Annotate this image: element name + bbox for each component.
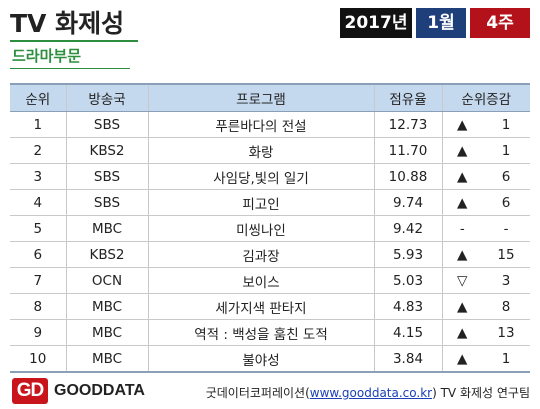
share-cell: 5.03: [373, 267, 442, 294]
channel-cell: MBC: [65, 215, 148, 242]
gooddata-logo-mark: GD: [12, 378, 48, 404]
rank-cell: 8: [10, 293, 66, 320]
month-badge: 1월: [416, 8, 466, 38]
table-row: 6 KBS2 김과장 5.93 ▲ 15: [10, 241, 530, 268]
change-arrow-icon: ▲: [441, 189, 482, 216]
share-cell: 9.42: [373, 215, 442, 242]
rank-cell: 3: [10, 163, 66, 190]
share-cell: 10.88: [373, 163, 442, 190]
change-value-cell: 15: [482, 241, 530, 268]
column-header-share: 점유율: [373, 83, 442, 112]
table-header-row: 순위 방송국 프로그램 점유율 순위증감: [10, 83, 530, 112]
program-cell: 미씽나인: [147, 215, 374, 242]
week-badge: 4주: [470, 8, 530, 38]
gooddata-logo-text: GOODDATA: [54, 382, 145, 399]
change-value-cell: 13: [482, 319, 530, 346]
change-value-cell: 6: [482, 189, 530, 216]
share-cell: 12.73: [373, 111, 442, 138]
share-cell: 9.74: [373, 189, 442, 216]
change-arrow-icon: ▲: [441, 319, 482, 346]
change-arrow-icon: ▽: [441, 267, 482, 294]
credit-suffix: ) TV 화제성 연구팀: [432, 386, 530, 400]
channel-cell: SBS: [65, 189, 148, 216]
subtitle-underline: [10, 68, 130, 69]
column-header-program: 프로그램: [147, 83, 374, 112]
credit-prefix: 굿데이터코퍼레이션(: [205, 386, 310, 400]
share-cell: 3.84: [373, 345, 442, 373]
column-header-rank-change: 순위증감: [441, 83, 530, 112]
change-value-cell: 1: [482, 137, 530, 164]
rank-cell: 2: [10, 137, 66, 164]
channel-cell: SBS: [65, 111, 148, 138]
channel-cell: KBS2: [65, 241, 148, 268]
rank-cell: 4: [10, 189, 66, 216]
rank-cell: 9: [10, 319, 66, 346]
source-credit: 굿데이터코퍼레이션(www.gooddata.co.kr) TV 화제성 연구팀: [206, 384, 530, 401]
change-arrow-icon: ▲: [441, 293, 482, 320]
change-value-cell: 6: [482, 163, 530, 190]
program-cell: 보이스: [147, 267, 374, 294]
rank-cell: 6: [10, 241, 66, 268]
program-cell: 화랑: [147, 137, 374, 164]
change-value-cell: 1: [482, 111, 530, 138]
gooddata-website-link[interactable]: www.gooddata.co.kr: [309, 386, 433, 400]
change-value-cell: 3: [482, 267, 530, 294]
table-row: 3 SBS 사임당,빛의 일기 10.88 ▲ 6: [10, 163, 530, 190]
channel-cell: SBS: [65, 163, 148, 190]
title-underline: [10, 40, 138, 42]
change-arrow-icon: -: [441, 215, 482, 242]
year-badge: 2017년: [340, 8, 412, 38]
program-cell: 사임당,빛의 일기: [147, 163, 374, 190]
table-row: 1 SBS 푸른바다의 전설 12.73 ▲ 1: [10, 111, 530, 138]
rank-cell: 1: [10, 111, 66, 138]
program-cell: 불야성: [147, 345, 374, 373]
column-header-rank: 순위: [10, 83, 66, 112]
page-title: TV 화제성: [10, 9, 125, 38]
table-row: 10 MBC 불야성 3.84 ▲ 1: [10, 345, 530, 373]
share-cell: 4.15: [373, 319, 442, 346]
rank-cell: 5: [10, 215, 66, 242]
change-value-cell: -: [482, 215, 530, 242]
rank-cell: 7: [10, 267, 66, 294]
change-arrow-icon: ▲: [441, 345, 482, 373]
change-value-cell: 1: [482, 345, 530, 373]
channel-cell: MBC: [65, 345, 148, 373]
table-row: 2 KBS2 화랑 11.70 ▲ 1: [10, 137, 530, 164]
rank-cell: 10: [10, 345, 66, 373]
change-arrow-icon: ▲: [441, 163, 482, 190]
share-cell: 5.93: [373, 241, 442, 268]
table-row: 7 OCN 보이스 5.03 ▽ 3: [10, 267, 530, 294]
channel-cell: MBC: [65, 293, 148, 320]
program-cell: 피고인: [147, 189, 374, 216]
channel-cell: OCN: [65, 267, 148, 294]
program-cell: 역적 : 백성을 훔친 도적: [147, 319, 374, 346]
change-arrow-icon: ▲: [441, 111, 482, 138]
column-header-channel: 방송국: [65, 83, 148, 112]
table-row: 5 MBC 미씽나인 9.42- -: [10, 215, 530, 242]
change-value-cell: 8: [482, 293, 530, 320]
footer: GD GOODDATA 굿데이터코퍼레이션(www.gooddata.co.kr…: [0, 374, 540, 409]
category-subtitle: 드라마부문: [12, 47, 82, 65]
change-arrow-icon: ▲: [441, 241, 482, 268]
table-row: 4 SBS 피고인 9.74 ▲ 6: [10, 189, 530, 216]
share-cell: 4.83: [373, 293, 442, 320]
channel-cell: MBC: [65, 319, 148, 346]
share-cell: 11.70: [373, 137, 442, 164]
program-cell: 세가지색 판타지: [147, 293, 374, 320]
table-row: 9 MBC 역적 : 백성을 훔친 도적 4.15 ▲ 13: [10, 319, 530, 346]
program-cell: 푸른바다의 전설: [147, 111, 374, 138]
table-row: 8 MBC 세가지색 판타지 4.83 ▲ 8: [10, 293, 530, 320]
program-cell: 김과장: [147, 241, 374, 268]
change-arrow-icon: ▲: [441, 137, 482, 164]
ranking-table: 순위 방송국 프로그램 점유율 순위증감 1 SBS 푸른바다의 전설 12.73 ▲ 1…: [10, 83, 530, 373]
channel-cell: KBS2: [65, 137, 148, 164]
